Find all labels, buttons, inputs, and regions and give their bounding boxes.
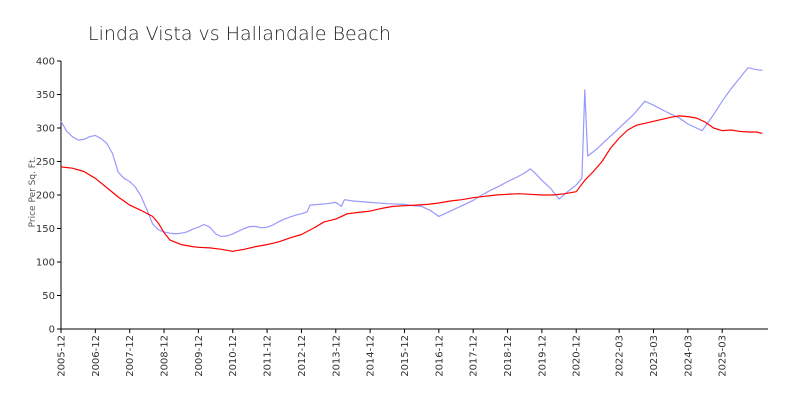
x-tick-label: 2016-12 — [434, 335, 445, 377]
series-line-1 — [60, 67, 763, 238]
axes: 0 50 100 150 200 250 300 350 400 2005-12 2006-12 20… — [36, 57, 768, 377]
x-tick-label: 2006-12 — [91, 335, 102, 377]
y-tick-label: 400 — [36, 57, 55, 68]
y-tick-label: 100 — [36, 258, 55, 269]
x-tick-label: 2018-12 — [503, 335, 514, 377]
x-tick-label: 2011-12 — [263, 335, 274, 377]
x-tick-label: 2005-12 — [57, 335, 68, 377]
series-line-2 — [60, 115, 763, 252]
x-tick-label: 2019-12 — [537, 335, 548, 377]
x-tick-label: 2008-12 — [160, 335, 171, 377]
x-tick-label: 2024-03 — [683, 335, 694, 377]
y-axis-label: Price Per Sq. Ft. — [28, 157, 38, 228]
x-tick-label: 2012-12 — [297, 335, 308, 377]
y-tick-label: 350 — [36, 90, 55, 101]
x-tick-label: 2013-12 — [331, 335, 342, 377]
y-tick-label: 300 — [36, 124, 55, 135]
chart-title: Linda Vista vs Hallandale Beach — [88, 23, 391, 45]
x-tick-label: 2025-03 — [718, 335, 729, 377]
y-tick-label: 200 — [36, 191, 55, 202]
y-tick-label: 0 — [49, 325, 55, 336]
x-tick-label: 2023-03 — [649, 335, 660, 377]
y-tick-label: 250 — [36, 157, 55, 168]
x-tick-label: 2022-03 — [615, 335, 626, 377]
x-tick-label: 2015-12 — [400, 335, 411, 377]
x-tick-label: 2010-12 — [228, 335, 239, 377]
y-tick-label: 50 — [42, 291, 55, 302]
y-tick-label: 150 — [36, 224, 55, 235]
x-tick-label: 2020-12 — [572, 335, 583, 377]
series-layer — [60, 67, 763, 252]
x-tick-label: 2009-12 — [194, 335, 205, 377]
x-tick-label: 2014-12 — [366, 335, 377, 377]
x-tick-label: 2017-12 — [469, 335, 480, 377]
x-tick-label: 2007-12 — [125, 335, 136, 377]
